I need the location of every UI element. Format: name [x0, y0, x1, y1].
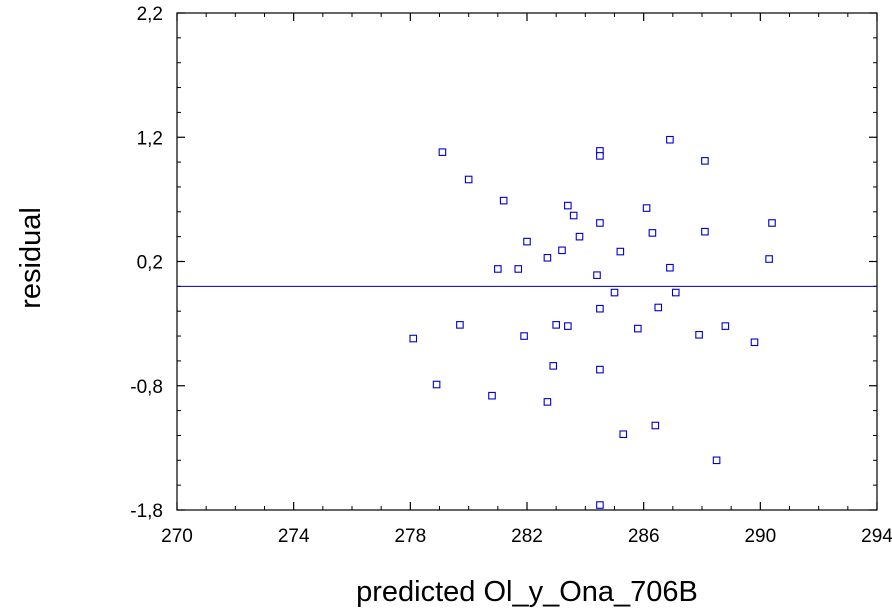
- data-point: [593, 271, 601, 279]
- data-point: [432, 380, 441, 389]
- y-tick-label: -1,8: [130, 501, 163, 522]
- data-point: [558, 246, 566, 255]
- x-tick-label: 294: [861, 526, 892, 547]
- axis-tick-labels: 270 274 278 282 286 290 294 -1,8 -0,8 0,2 1,2 2,2: [130, 4, 892, 547]
- y-axis-title: residual: [15, 207, 47, 309]
- data-point: [671, 288, 680, 297]
- data-point: [543, 398, 552, 406]
- data-point: [654, 303, 663, 312]
- x-tick-label: 290: [744, 526, 776, 547]
- data-point: [666, 135, 674, 144]
- data-point: [642, 204, 651, 212]
- data-point: [610, 288, 619, 297]
- data-point: [549, 362, 558, 370]
- data-point: [456, 321, 464, 329]
- data-point: [712, 456, 721, 465]
- data-point: [721, 322, 730, 330]
- data-point: [464, 175, 473, 184]
- x-tick-label: 270: [161, 526, 193, 547]
- x-tick-label: 282: [511, 526, 543, 547]
- data-point: [701, 157, 709, 165]
- data-point: [596, 152, 604, 160]
- data-point: [701, 227, 709, 236]
- data-point: [552, 321, 560, 329]
- axis-ticks: [176, 12, 878, 511]
- y-tick-label: 0,2: [137, 253, 163, 274]
- data-point: [695, 331, 703, 339]
- y-tick-label: 2,2: [137, 4, 163, 25]
- data-point: [409, 334, 418, 343]
- data-point: [514, 265, 523, 273]
- data-point: [651, 421, 660, 430]
- data-point: [520, 332, 528, 340]
- data-point: [499, 196, 508, 205]
- data-point: [648, 229, 657, 237]
- data-point: [523, 237, 531, 246]
- y-tick-label: -0,8: [130, 377, 163, 398]
- data-point: [666, 263, 674, 272]
- data-points: [409, 135, 776, 509]
- data-point: [750, 338, 759, 347]
- data-point: [564, 201, 572, 210]
- data-point: [596, 365, 604, 374]
- data-point: [616, 247, 625, 256]
- y-tick-label: 1,2: [137, 128, 163, 149]
- x-tick-label: 286: [628, 526, 660, 547]
- data-point: [575, 232, 584, 241]
- data-point: [564, 322, 572, 330]
- data-point: [494, 265, 502, 273]
- data-point: [596, 501, 604, 509]
- data-point: [765, 255, 773, 263]
- x-axis-title: predicted Ol_y_Ona_706B: [356, 576, 698, 608]
- data-point: [543, 253, 552, 262]
- data-point: [619, 430, 628, 439]
- data-point: [438, 148, 447, 156]
- x-tick-label: 278: [394, 526, 426, 547]
- data-point: [569, 211, 578, 220]
- data-point: [634, 324, 642, 333]
- data-point: [488, 391, 496, 400]
- data-point: [596, 304, 604, 313]
- data-point: [768, 219, 776, 227]
- data-point: [596, 219, 604, 227]
- x-tick-label: 274: [278, 526, 310, 547]
